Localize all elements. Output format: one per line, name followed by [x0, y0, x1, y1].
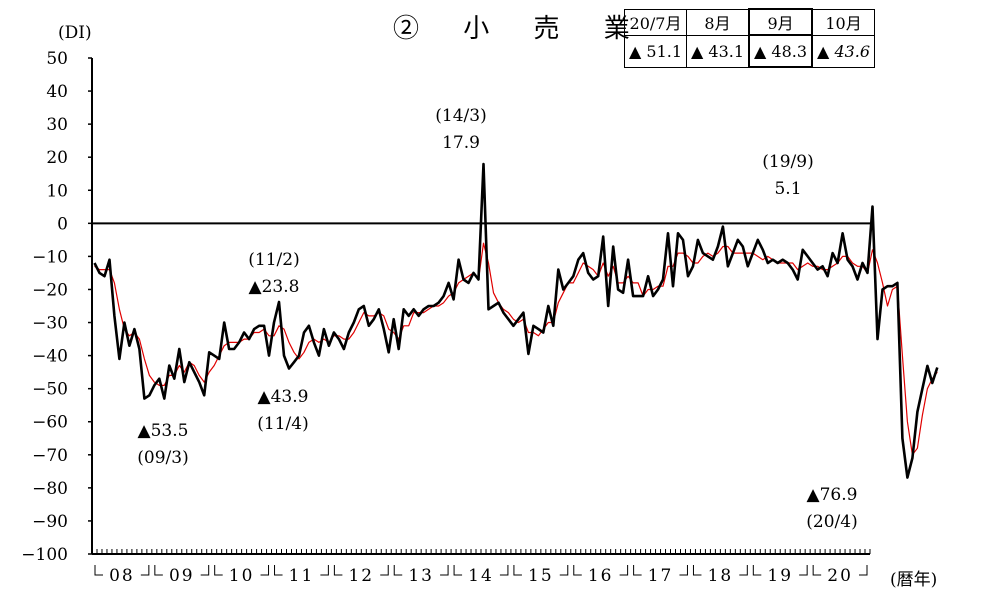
x-tick-label: 13: [408, 566, 434, 586]
summary-value-cell: ▲ 51.1: [623, 34, 688, 68]
year-bracket: [333, 565, 389, 576]
annotation-value: ▲76.9: [807, 485, 858, 505]
annotation-value: ▲23.8: [249, 277, 300, 297]
summary-header-cell-selected: 9月: [748, 8, 814, 36]
year-bracket: [573, 565, 629, 576]
y-tick-label: 40: [46, 82, 68, 102]
x-tick-label: 08: [109, 566, 135, 586]
annotation-value: 5.1: [774, 179, 801, 199]
year-bracket: [633, 565, 688, 576]
summary-header-cell: 8月: [686, 8, 750, 36]
summary-value-cell: ▲ 43.6: [811, 34, 876, 68]
y-unit-label: (DI): [58, 23, 92, 43]
y-tick-label: −30: [32, 314, 68, 334]
year-bracket: [274, 565, 329, 576]
year-bracket: [154, 565, 210, 576]
y-tick-label: 20: [46, 148, 68, 168]
year-bracket: [513, 565, 569, 576]
summary-header-cell: 20/7月: [623, 8, 688, 36]
x-tick-label: 19: [767, 566, 793, 586]
y-tick-label: −50: [32, 380, 68, 400]
year-bracket: [752, 565, 808, 576]
year-bracket: [692, 565, 748, 576]
x-tick-label: 18: [708, 566, 734, 586]
x-tick-label: 12: [348, 566, 374, 586]
y-tick-label: −70: [32, 446, 68, 466]
series-line-0: [93, 162, 939, 479]
x-unit-label: (暦年): [890, 570, 937, 590]
summary-header-row: 20/7月 8月 9月 10月: [623, 8, 876, 36]
year-bracket: [94, 565, 150, 576]
x-tick-label: 14: [468, 566, 494, 586]
y-tick-label: 30: [46, 115, 68, 135]
x-tick-label: 17: [648, 566, 674, 586]
annotation-period: (09/3): [137, 448, 188, 468]
x-tick-label: 11: [289, 566, 315, 586]
annotation-value: ▲43.9: [258, 387, 309, 407]
x-tick-label: 15: [528, 566, 554, 586]
annotation-value: ▲53.5: [138, 421, 189, 441]
annotation-period: (20/4): [806, 512, 857, 532]
annotation-period: (14/3): [435, 106, 486, 126]
annotation-period: (11/4): [257, 414, 308, 434]
y-tick-label: 50: [46, 49, 68, 69]
y-tick-label: −20: [32, 280, 68, 300]
annotation-period: (11/2): [248, 250, 299, 270]
year-bracket: [812, 565, 868, 576]
y-tick-label: 0: [57, 214, 68, 234]
chart-title: ② 小 売 業: [393, 14, 648, 44]
year-bracket: [453, 565, 509, 576]
y-tick-label: 10: [46, 181, 68, 201]
y-tick-label: −10: [32, 247, 68, 267]
y-tick-label: −80: [32, 479, 68, 499]
year-bracket: [393, 565, 449, 576]
y-tick-label: −100: [21, 545, 68, 565]
y-tick-label: −40: [32, 347, 68, 367]
x-tick-label: 16: [588, 566, 614, 586]
year-bracket: [214, 565, 270, 576]
summary-value-cell: ▲ 43.1: [686, 34, 750, 68]
summary-value-row: ▲ 51.1 ▲ 43.1 ▲ 48.3 ▲ 43.6: [623, 34, 876, 68]
x-tick-label: 20: [827, 566, 853, 586]
summary-value-cell-selected: ▲ 48.3: [748, 34, 814, 68]
x-tick-label: 09: [169, 566, 195, 586]
annotation-value: 17.9: [442, 133, 480, 153]
y-tick-label: −90: [32, 512, 68, 532]
x-tick-label: 10: [229, 566, 255, 586]
summary-table: 20/7月 8月 9月 10月 ▲ 51.1 ▲ 43.1 ▲ 48.3 ▲ 4…: [623, 8, 876, 68]
annotation-period: (19/9): [762, 152, 813, 172]
y-tick-label: −60: [32, 413, 68, 433]
